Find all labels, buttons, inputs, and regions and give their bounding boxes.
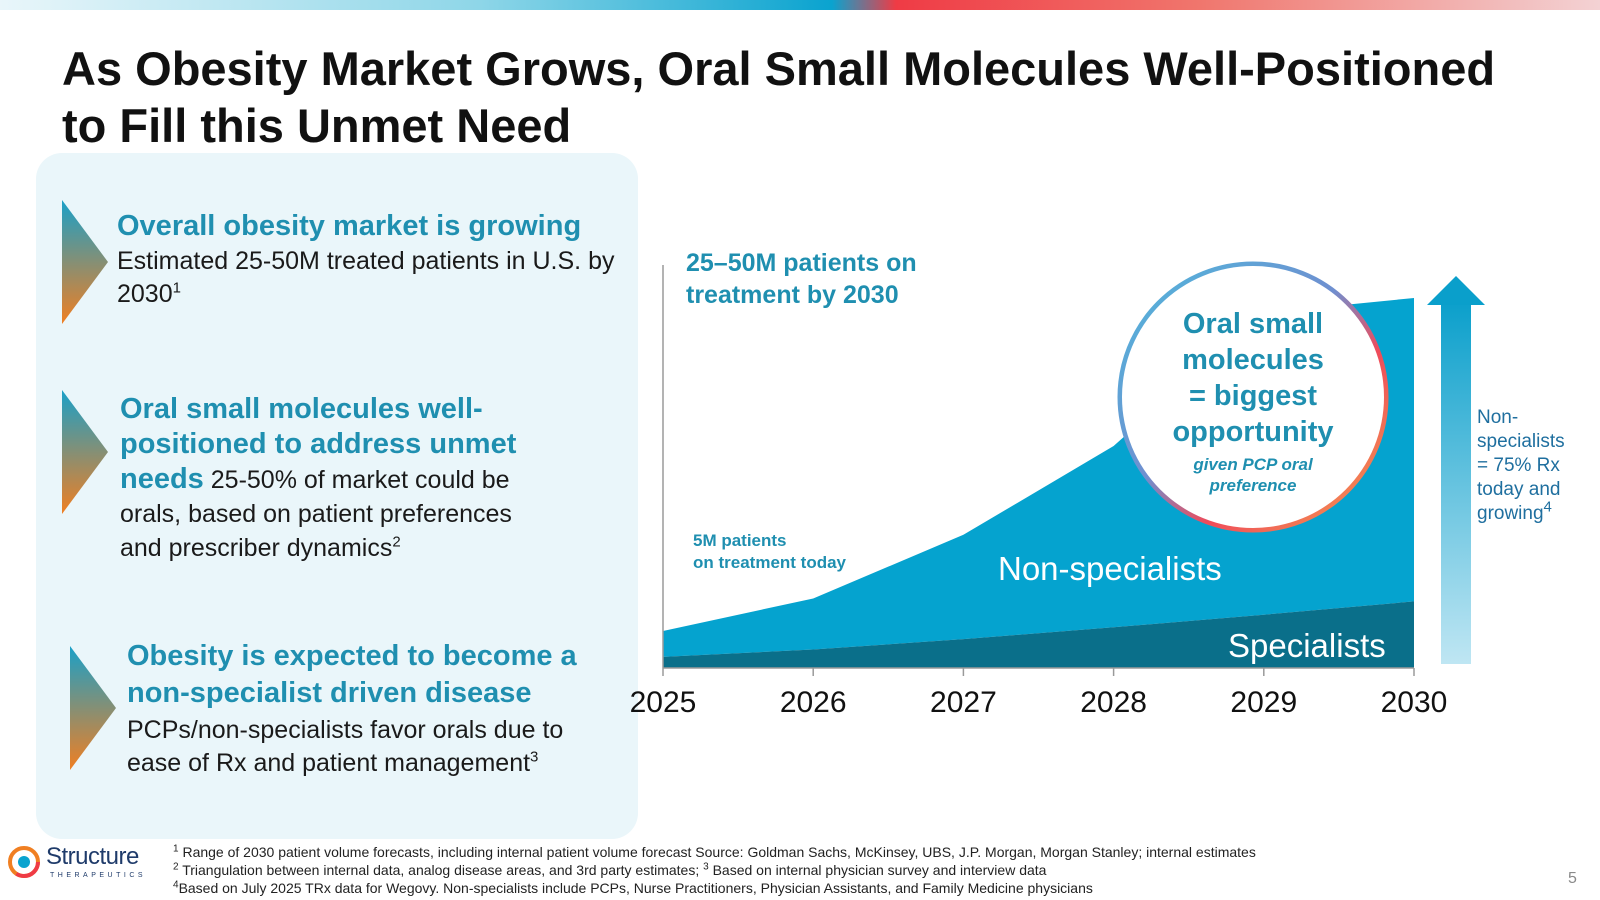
non-specialists-series-label: Non-specialists bbox=[998, 550, 1222, 587]
key-point-3-text: Obesity is expected to become a non-spec… bbox=[127, 638, 607, 780]
top-gradient-bar bbox=[0, 0, 1600, 10]
key-point-2-heading: Oral small molecules well-positioned to … bbox=[120, 393, 517, 495]
footnote-ref-4: 4 bbox=[1543, 498, 1552, 516]
key-point-3-heading: Obesity is expected to become a non-spec… bbox=[127, 640, 577, 709]
logo-subtitle: THERAPEUTICS bbox=[50, 872, 147, 879]
key-point-2-text: Oral small molecules well-positioned to … bbox=[120, 392, 540, 565]
x-tick-label: 2026 bbox=[780, 686, 847, 719]
oral-opportunity-bubble: Oral small molecules = biggest opportuni… bbox=[1122, 266, 1384, 528]
x-tick-label: 2029 bbox=[1230, 686, 1297, 719]
footnote-2-text: Triangulation between internal data, ana… bbox=[178, 862, 704, 878]
footnote-4-number: 4 bbox=[173, 879, 179, 891]
bubble-subtext-line-1: given PCP oral bbox=[1193, 455, 1313, 474]
triangle-arrow-icon bbox=[62, 200, 108, 324]
footnote-4: 4Based on July 2025 TRx data for Wegovy.… bbox=[173, 879, 1553, 897]
market-size-callout: 25–50M patients on treatment by 2030 bbox=[686, 249, 917, 309]
structure-logo-icon bbox=[8, 846, 40, 878]
footnote-1-text: Range of 2030 patient volume forecasts, … bbox=[178, 844, 1256, 860]
footnote-1: 1 Range of 2030 patient volume forecasts… bbox=[173, 843, 1553, 861]
growth-note-line-5: growing bbox=[1477, 503, 1544, 524]
x-tick-label: 2025 bbox=[630, 686, 697, 719]
logo-name: Structure bbox=[46, 843, 139, 870]
growth-note-line-2: specialists bbox=[1477, 431, 1565, 452]
today-patients-line-1: 5M patients bbox=[693, 531, 787, 550]
triangle-arrow-icon bbox=[70, 646, 116, 770]
x-tick-label: 2030 bbox=[1381, 686, 1448, 719]
footnote-ref-3: 3 bbox=[530, 748, 539, 766]
x-tick-label: 2028 bbox=[1080, 686, 1147, 719]
slide-title-line-1: As Obesity Market Grows, Oral Small Mole… bbox=[62, 42, 1496, 95]
key-point-1-heading: Overall obesity market is growing bbox=[117, 210, 582, 242]
bubble-headline-line-1: Oral small bbox=[1182, 308, 1324, 340]
footnote-3-number: 3 bbox=[703, 861, 709, 873]
growth-note-line-3: = 75% Rx bbox=[1477, 455, 1560, 476]
bubble-headline-line-2: molecules bbox=[1182, 344, 1324, 376]
footnote-2: 2 Triangulation between internal data, a… bbox=[173, 861, 1553, 879]
page-number: 5 bbox=[1568, 870, 1577, 887]
key-point-1-body: Estimated 25-50M treated patients in U.S… bbox=[117, 247, 615, 308]
specialists-series-label: Specialists bbox=[1228, 627, 1386, 664]
footnote-1-number: 1 bbox=[173, 843, 179, 855]
key-point-1-text: Overall obesity market is growing Estima… bbox=[117, 210, 617, 311]
footnote-ref-1: 1 bbox=[172, 279, 181, 297]
footnote-ref-2: 2 bbox=[392, 533, 401, 551]
bubble-headline-line-3: = biggest bbox=[1188, 380, 1318, 412]
slide-title: As Obesity Market Grows, Oral Small Mole… bbox=[62, 40, 1562, 154]
bubble-subtext-line-2: preference bbox=[1209, 476, 1297, 495]
key-point-2-body: 25-50% of market could be orals, based o… bbox=[120, 466, 512, 562]
footnote-3-text: Based on internal physician survey and i… bbox=[708, 862, 1047, 878]
growth-note-line-4: today and bbox=[1477, 479, 1561, 500]
key-point-3-body: PCPs/non-specialists favor orals due to … bbox=[127, 716, 564, 777]
key-point-1: Overall obesity market is growing Estima… bbox=[62, 200, 622, 330]
bubble-ring bbox=[1117, 261, 1389, 533]
growth-arrow-icon bbox=[1427, 276, 1485, 664]
key-point-3: Obesity is expected to become a non-spec… bbox=[70, 640, 630, 777]
key-points-panel bbox=[36, 153, 638, 839]
growth-note-line-1: Non- bbox=[1477, 407, 1519, 428]
bubble-headline-line-4: opportunity bbox=[1172, 416, 1334, 448]
today-patients-label: 5M patients on treatment today bbox=[693, 530, 913, 574]
slide-title-line-2: to Fill this Unmet Need bbox=[62, 99, 572, 152]
footnotes: 1 Range of 2030 patient volume forecasts… bbox=[173, 843, 1553, 897]
x-tick-label: 2027 bbox=[930, 686, 997, 719]
company-logo: Structure THERAPEUTICS bbox=[8, 843, 158, 893]
non-specialist-share-note: Non- specialists = 75% Rx today and grow… bbox=[1477, 406, 1595, 526]
today-patients-line-2: on treatment today bbox=[693, 553, 847, 572]
footnote-2-number: 2 bbox=[173, 861, 179, 873]
key-point-2: Oral small molecules well-positioned to … bbox=[62, 390, 622, 562]
specialists-area bbox=[663, 601, 1414, 668]
bubble-subtext: given PCP oral preference bbox=[1122, 454, 1384, 496]
footnote-4-text: Based on July 2025 TRx data for Wegovy. … bbox=[178, 880, 1093, 896]
bubble-headline: Oral small molecules = biggest opportuni… bbox=[1122, 306, 1384, 450]
triangle-arrow-icon bbox=[62, 390, 108, 514]
